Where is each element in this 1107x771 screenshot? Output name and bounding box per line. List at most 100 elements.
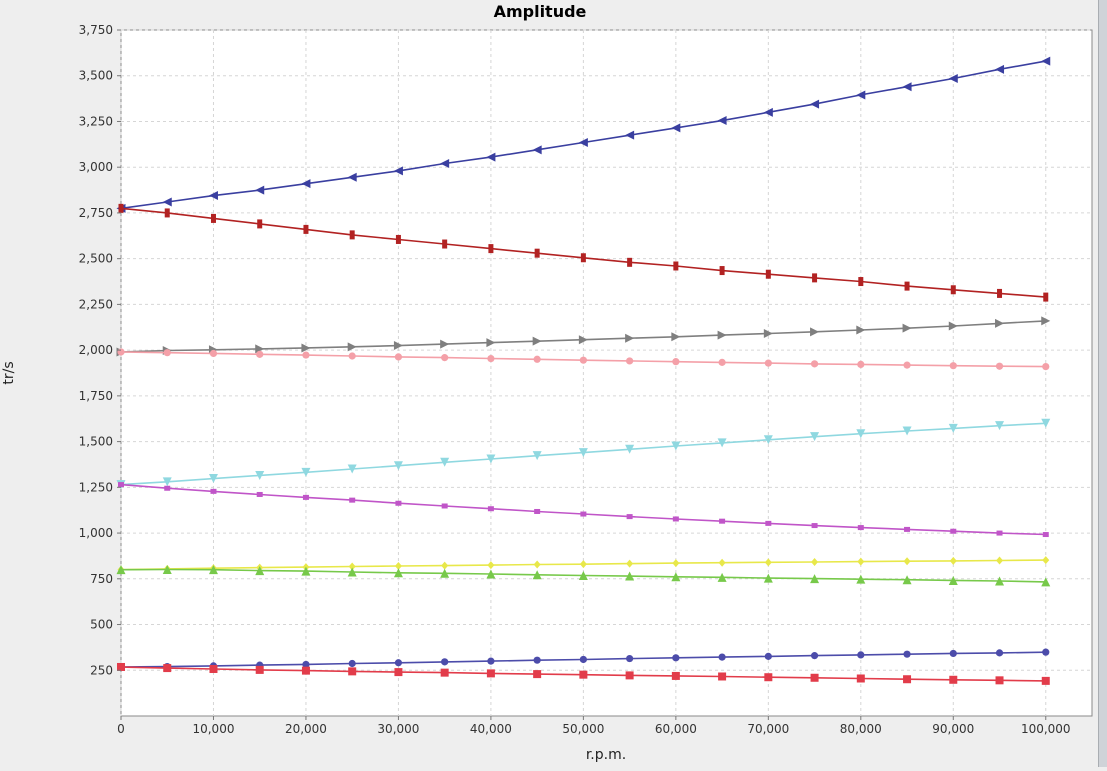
data-point	[301, 467, 311, 477]
x-tick-label: 100,000	[1021, 722, 1071, 736]
data-point	[441, 561, 449, 570]
x-tick-label: 50,000	[562, 722, 604, 736]
data-point	[1042, 556, 1050, 565]
data-point	[532, 336, 542, 346]
data-point	[671, 123, 681, 133]
data-point	[163, 664, 172, 673]
data-point	[1041, 577, 1051, 587]
data-point	[209, 664, 218, 673]
data-point	[764, 359, 772, 367]
data-point	[395, 500, 402, 506]
data-point	[671, 572, 681, 582]
data-point	[718, 672, 727, 681]
data-point	[764, 673, 773, 682]
data-point	[394, 668, 403, 677]
data-point	[486, 569, 496, 579]
data-point	[162, 197, 172, 207]
data-point	[1043, 292, 1049, 302]
x-tick-label: 10,000	[192, 722, 234, 736]
data-point	[949, 362, 957, 370]
series-8	[116, 564, 1051, 587]
data-point	[394, 659, 403, 667]
y-tick-label: 2,250	[79, 297, 113, 311]
x-tick-label: 60,000	[655, 722, 697, 736]
data-point	[440, 668, 449, 677]
data-point	[441, 658, 449, 666]
data-point	[533, 656, 541, 664]
data-point	[348, 352, 356, 360]
data-point	[440, 457, 450, 467]
data-point	[487, 354, 495, 363]
data-point	[347, 567, 357, 577]
data-point	[996, 556, 1004, 565]
data-point	[856, 674, 865, 683]
data-point	[1042, 532, 1049, 538]
data-point	[948, 423, 958, 433]
data-point	[718, 653, 726, 661]
data-point	[302, 494, 309, 500]
data-point	[1041, 316, 1051, 326]
data-point	[902, 575, 912, 585]
series-9	[117, 648, 1050, 671]
data-point	[857, 557, 865, 566]
data-point	[810, 574, 820, 584]
data-point	[578, 335, 588, 345]
data-point	[949, 675, 958, 684]
x-tick-label: 20,000	[285, 722, 327, 736]
data-point	[857, 525, 864, 531]
data-point	[440, 159, 450, 169]
data-point	[672, 358, 680, 366]
data-point	[349, 497, 356, 503]
data-point	[763, 328, 773, 338]
y-axis-label: tr/s	[1, 361, 17, 384]
data-point	[301, 566, 311, 576]
data-point	[858, 277, 864, 287]
data-point	[255, 185, 265, 195]
data-point	[301, 179, 311, 189]
data-point	[811, 557, 819, 566]
y-tick-label: 500	[90, 618, 113, 632]
data-point	[209, 349, 218, 358]
data-point	[164, 208, 170, 218]
data-point	[719, 266, 725, 276]
data-point	[579, 655, 587, 664]
data-point	[394, 353, 403, 361]
data-point	[672, 516, 679, 522]
data-point	[765, 269, 771, 279]
y-tick-label: 750	[90, 572, 113, 586]
data-point	[349, 230, 355, 240]
data-point	[117, 662, 125, 671]
data-point	[118, 482, 124, 488]
data-point	[717, 116, 727, 126]
y-tick-label: 3,250	[79, 114, 113, 128]
data-point	[533, 355, 541, 363]
data-point	[393, 341, 403, 351]
data-point	[348, 659, 356, 668]
data-point	[719, 518, 726, 524]
data-point	[857, 651, 865, 659]
y-tick-label: 2,500	[79, 252, 113, 266]
y-tick-label: 1,500	[79, 435, 113, 449]
series-7	[117, 556, 1050, 574]
series-6	[118, 482, 1049, 538]
data-point	[534, 248, 540, 258]
data-point	[393, 166, 403, 176]
data-point	[856, 90, 866, 100]
data-point	[488, 244, 494, 254]
series-2	[118, 203, 1049, 302]
x-tick-label: 30,000	[377, 722, 419, 736]
data-point	[625, 444, 635, 454]
data-point	[810, 327, 820, 337]
data-point	[302, 351, 310, 359]
data-point	[763, 573, 773, 583]
data-point	[302, 660, 310, 669]
data-point	[902, 82, 912, 92]
y-tick-label: 1,250	[79, 480, 113, 494]
data-point	[763, 107, 773, 117]
data-point	[810, 673, 819, 682]
data-point	[948, 73, 958, 83]
data-point	[626, 357, 634, 365]
data-point	[625, 333, 635, 343]
data-point	[208, 474, 218, 484]
